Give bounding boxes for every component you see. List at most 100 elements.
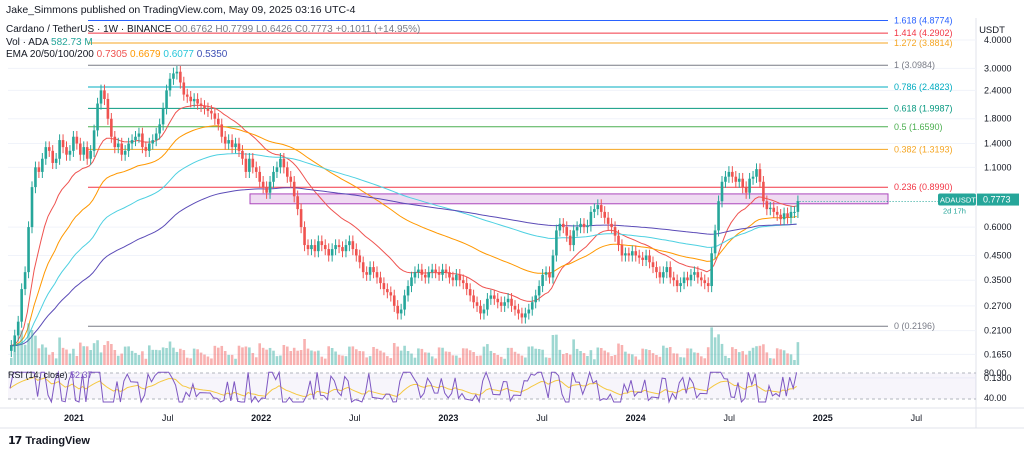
fib-retracement: 1.618 (4.8774) 1.414 (4.2902)1.272 (3.881…: [88, 15, 953, 331]
symbol-legend[interactable]: Cardano / TetherUS · 1W · BINANCE O0.676…: [6, 24, 420, 35]
volume-bar: [292, 347, 296, 365]
volume-bar: [568, 354, 572, 365]
candle-body: [99, 90, 103, 104]
volume-bar: [85, 346, 89, 365]
candle-body: [551, 255, 555, 278]
volume-legend[interactable]: Vol · ADA 582.73 M: [6, 37, 93, 48]
candle-body: [358, 255, 362, 263]
volume-bar: [361, 351, 365, 365]
time-tick-label: 2024: [626, 413, 646, 423]
candle-body: [392, 295, 396, 306]
volume-bar: [537, 349, 541, 365]
volume-bar: [455, 355, 458, 365]
volume-bar: [641, 348, 644, 365]
fib-level-label: 0.786 (2.4823): [894, 82, 953, 92]
volume-bar: [655, 355, 658, 365]
volume-bar: [493, 353, 496, 365]
price-tick-label: 0.1300: [984, 373, 1012, 383]
volume-label: Vol · ADA: [6, 37, 49, 48]
volume-bar: [154, 349, 158, 365]
volume-bar: [430, 356, 434, 365]
volume-bar: [782, 350, 786, 365]
last-symbol-label: ADAUSDT: [940, 196, 976, 205]
volume-bar: [168, 341, 172, 365]
volume-bar: [420, 348, 424, 365]
volume-bar: [468, 350, 472, 365]
candle-body: [548, 272, 551, 278]
volume-bar: [727, 358, 731, 365]
candle-body: [399, 309, 403, 314]
candle-body: [72, 136, 75, 151]
volume-bar: [472, 352, 475, 365]
volume-bar: [368, 356, 372, 365]
candle-body: [720, 181, 724, 202]
volume-bar: [489, 350, 493, 365]
candle-body: [213, 113, 217, 119]
rsi-ma-line: [9, 376, 797, 397]
volume-bar: [282, 345, 286, 365]
time-axis[interactable]: 2021 Jul 2022 Jul 2023 Jul 2024 Jul 2025 Jul: [64, 413, 922, 423]
candle-body: [555, 230, 558, 256]
candle-body: [234, 143, 237, 148]
volume-bar: [372, 347, 375, 365]
volume-bar: [765, 352, 769, 365]
volume-bar: [665, 347, 669, 365]
fib-level-label: 0.236 (0.8990): [894, 182, 953, 192]
candle-body: [631, 251, 634, 256]
volume-bar: [265, 349, 268, 365]
price-tick-label: 2.4000: [984, 85, 1012, 95]
candle-body: [89, 150, 92, 159]
candle-body: [724, 176, 727, 182]
candle-body: [151, 140, 155, 144]
candle-body: [527, 309, 531, 314]
volume-bar: [451, 355, 455, 365]
candle-body: [737, 178, 741, 182]
candle-body: [755, 169, 758, 177]
candle-body: [524, 313, 527, 318]
candle-body: [154, 133, 158, 141]
volume-bar: [572, 339, 575, 365]
candle-body: [344, 245, 348, 252]
time-tick-label: Jul: [723, 413, 735, 423]
volume-bar: [762, 344, 765, 365]
volume-bar: [65, 349, 68, 365]
volume-bar: [268, 347, 272, 365]
volume-bar: [330, 348, 334, 365]
candle-body: [786, 213, 789, 218]
volume-bar: [624, 351, 627, 365]
fib-level-label: 1.272 (3.8814): [894, 38, 953, 48]
candle-body: [341, 247, 344, 252]
candle-body: [517, 309, 520, 314]
candle-body: [406, 286, 410, 296]
volume-bar: [627, 353, 631, 365]
volume-bars: [10, 323, 800, 365]
candle-body: [544, 272, 548, 275]
volume-bar: [675, 353, 679, 365]
candle-body: [230, 140, 234, 148]
rsi-legend[interactable]: RSI (14, close) 52.37: [8, 370, 93, 380]
tradingview-logo[interactable]: 17 TradingView: [8, 434, 90, 447]
candle-body: [717, 201, 720, 231]
candle-body: [613, 227, 617, 236]
candle-body: [379, 277, 382, 284]
candle-body: [751, 176, 755, 179]
candle-body: [686, 277, 689, 281]
candle-body: [141, 133, 144, 148]
time-tick-label: Jul: [536, 413, 548, 423]
volume-bar: [720, 343, 724, 365]
ema-legend[interactable]: EMA 20/50/100/200 0.7305 0.6679 0.6077 0…: [6, 49, 227, 60]
candle-body: [127, 143, 130, 151]
candle-body: [444, 269, 448, 273]
ema50-line: [9, 125, 797, 347]
volume-bar: [30, 330, 34, 365]
candle-body: [586, 225, 589, 228]
candle-body: [448, 272, 451, 278]
volume-bar: [227, 354, 230, 365]
candle-body: [47, 147, 51, 151]
volume-bar: [668, 347, 672, 365]
candle-body: [706, 283, 710, 287]
candle-body: [644, 255, 648, 260]
volume-bar: [613, 355, 617, 365]
